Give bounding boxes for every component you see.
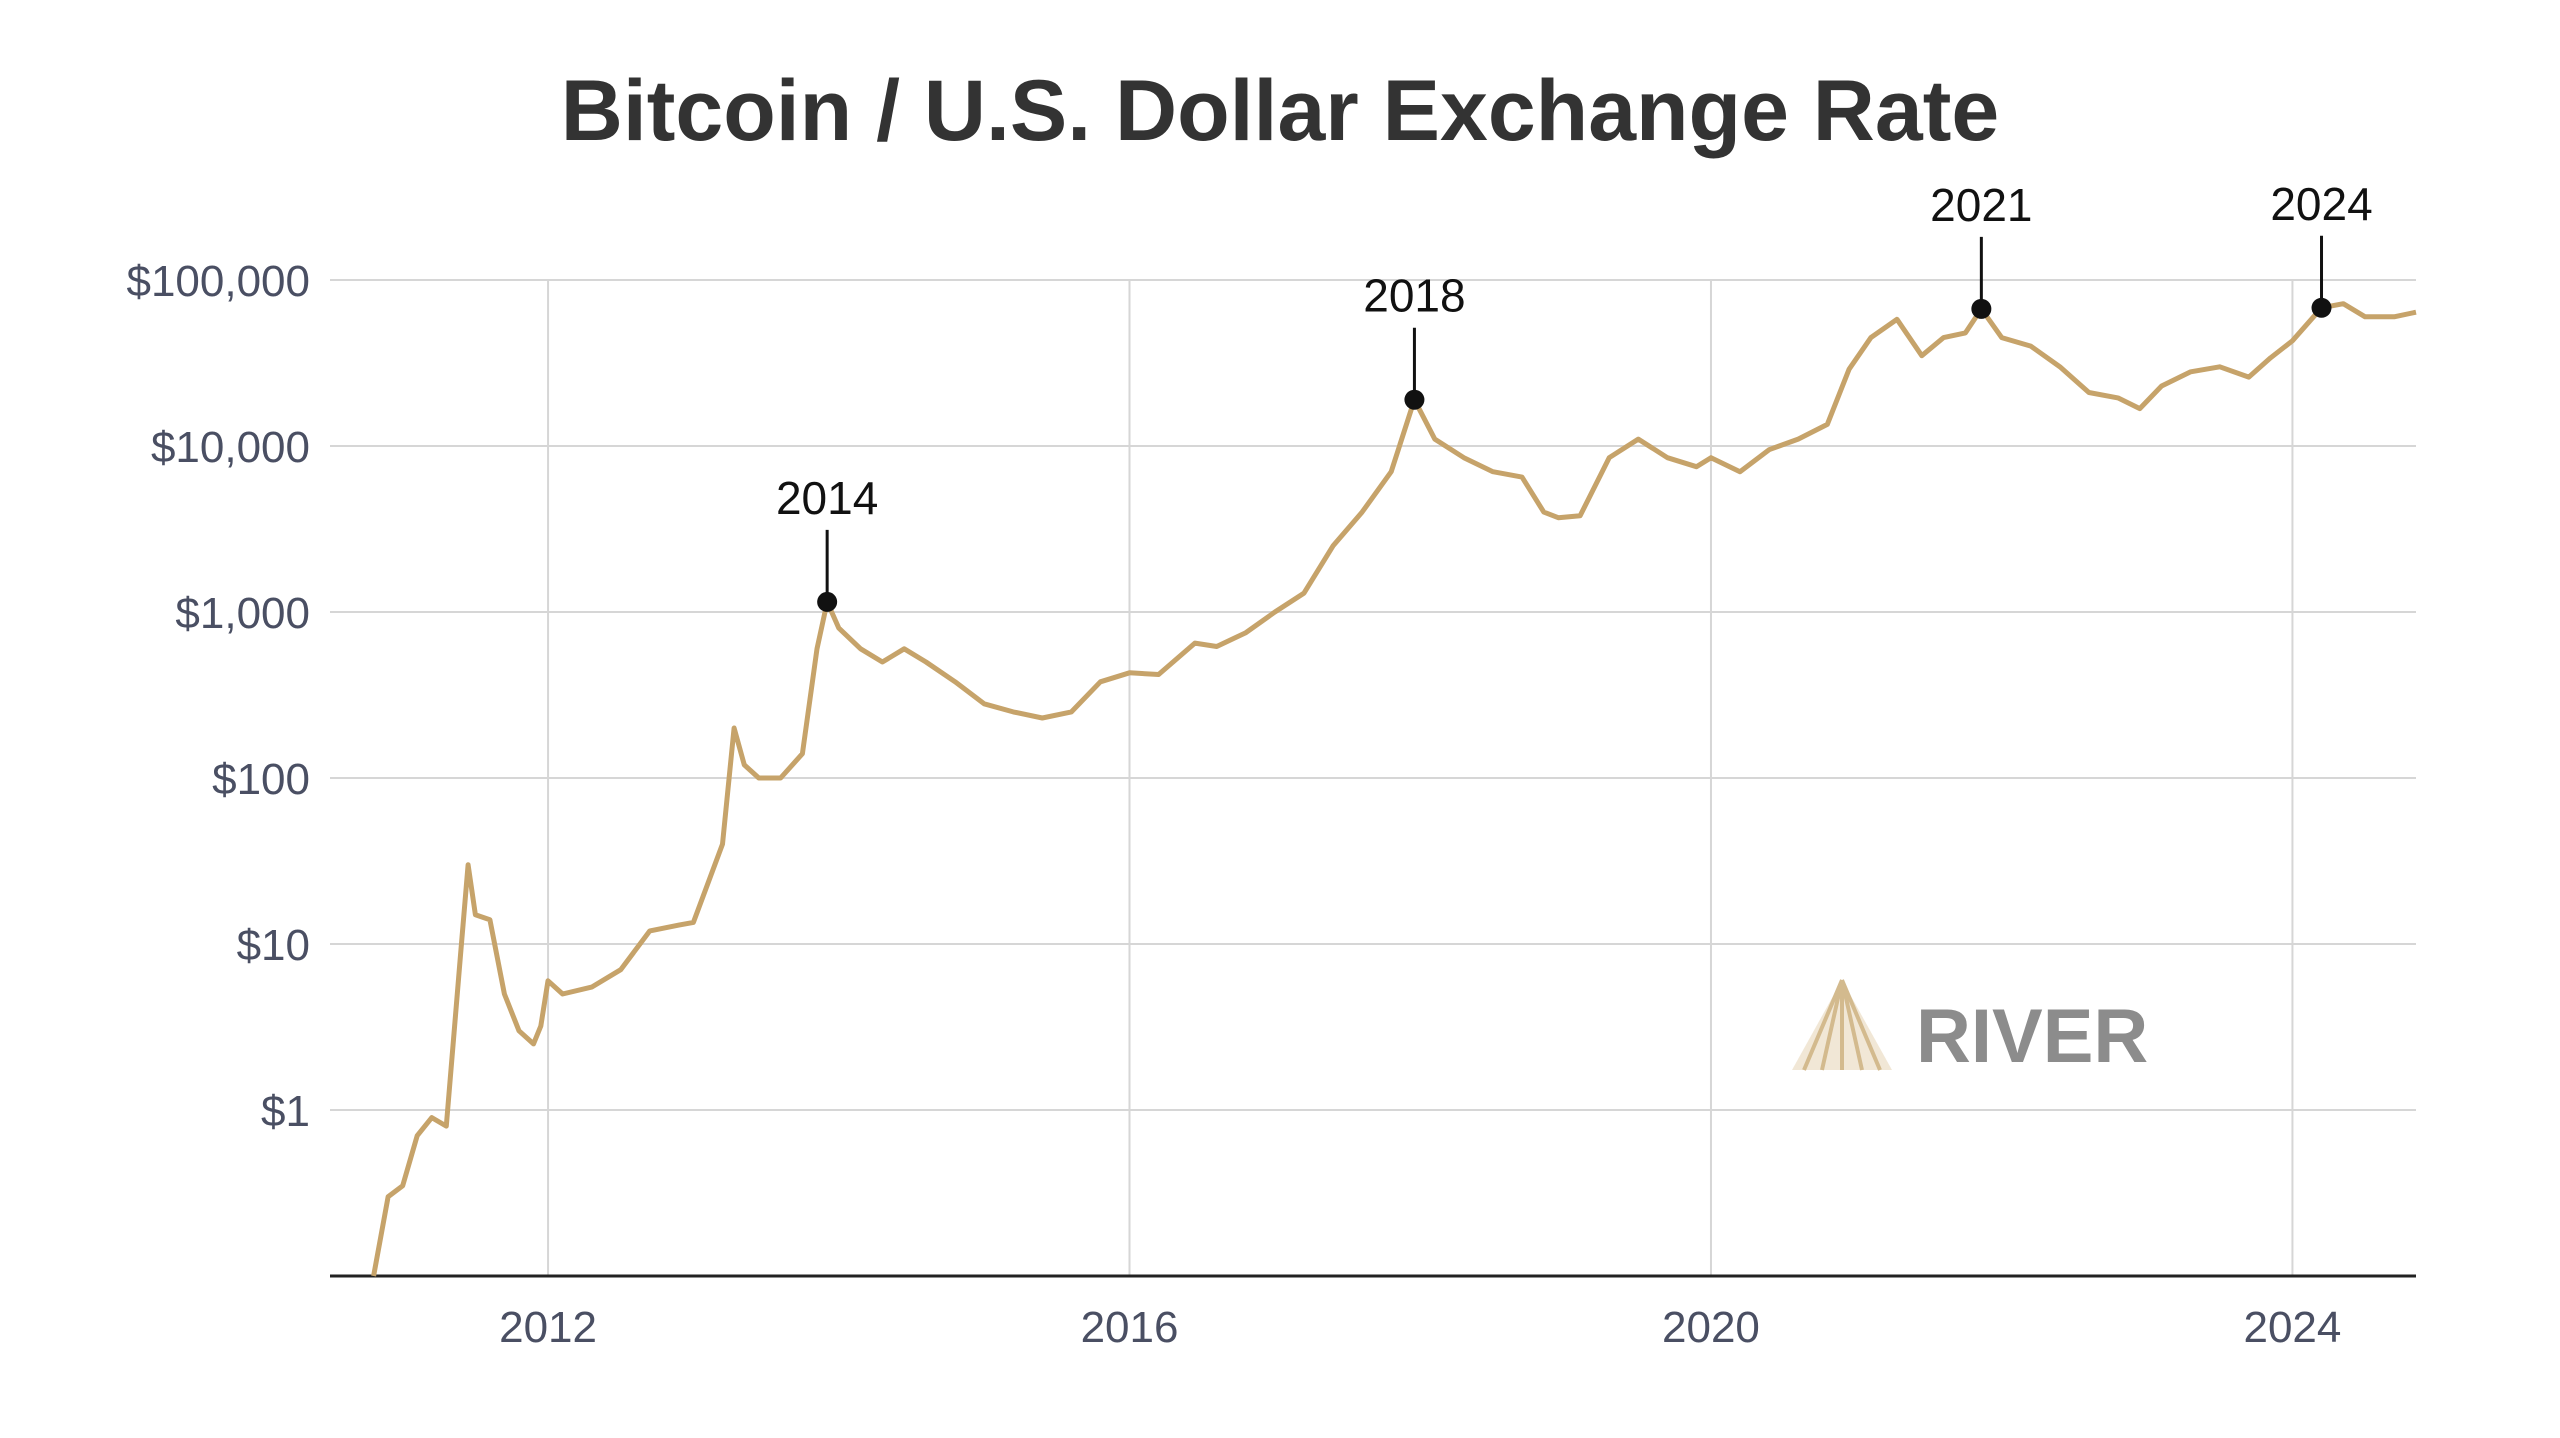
peak-annotations: 2014 2018 2021 2024 — [776, 178, 2373, 612]
y-tick-label: $10 — [237, 921, 310, 970]
chart-title: Bitcoin / U.S. Dollar Exchange Rate — [560, 63, 2000, 159]
x-tick-label: 2024 — [2243, 1303, 2341, 1352]
peak-marker — [817, 591, 838, 612]
peak-annotation: 2014 — [776, 472, 878, 612]
peak-annotation: 2021 — [1930, 179, 2033, 319]
y-tick-label: $1,000 — [175, 589, 310, 638]
x-tick-label: 2020 — [1662, 1303, 1760, 1352]
annotation-label: 2018 — [1363, 270, 1465, 322]
x-tick-label: 2016 — [1081, 1303, 1179, 1352]
river-logo: RIVER — [1792, 979, 2148, 1079]
annotation-label: 2014 — [776, 472, 878, 524]
peak-marker — [1404, 389, 1425, 410]
annotation-label: 2021 — [1930, 179, 2032, 231]
annotation-label: 2024 — [2270, 178, 2372, 230]
y-tick-label: $100,000 — [126, 257, 310, 306]
price-line — [371, 301, 2417, 1277]
y-tick-label: $100 — [212, 755, 310, 804]
peak-marker — [2311, 297, 2332, 318]
peak-marker — [1971, 298, 1992, 319]
y-tick-label: $1 — [261, 1087, 310, 1136]
peak-annotation: 2024 — [2270, 178, 2373, 318]
y-axis-ticks: $1 $10 $100 $1,000 $10,000 $100,000 — [126, 257, 310, 1136]
x-tick-label: 2012 — [499, 1303, 597, 1352]
peak-annotation: 2018 — [1363, 270, 1466, 410]
river-mountain-icon — [1792, 979, 1892, 1071]
x-axis-ticks: 2012 2016 2020 2024 — [499, 1303, 2341, 1352]
logo-text: RIVER — [1916, 994, 2148, 1079]
y-tick-label: $10,000 — [151, 423, 310, 472]
gridlines — [330, 279, 2416, 1276]
